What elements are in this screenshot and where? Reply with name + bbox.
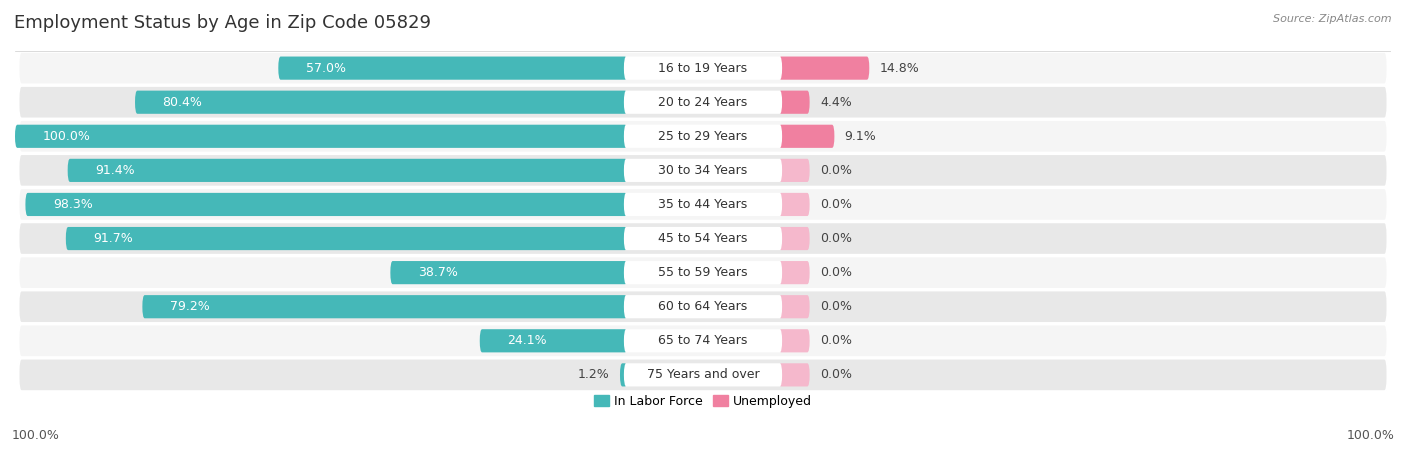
FancyBboxPatch shape — [479, 329, 627, 352]
Text: 30 to 34 Years: 30 to 34 Years — [658, 164, 748, 177]
FancyBboxPatch shape — [624, 91, 782, 114]
Legend: In Labor Force, Unemployed: In Labor Force, Unemployed — [589, 390, 817, 413]
FancyBboxPatch shape — [18, 86, 1388, 119]
FancyBboxPatch shape — [779, 91, 810, 114]
Text: 91.7%: 91.7% — [93, 232, 134, 245]
FancyBboxPatch shape — [624, 261, 782, 284]
Text: 100.0%: 100.0% — [1347, 429, 1395, 442]
FancyBboxPatch shape — [25, 193, 627, 216]
Text: 4.4%: 4.4% — [820, 96, 852, 109]
FancyBboxPatch shape — [624, 56, 782, 80]
FancyBboxPatch shape — [278, 56, 627, 80]
FancyBboxPatch shape — [624, 227, 782, 250]
FancyBboxPatch shape — [779, 56, 869, 80]
FancyBboxPatch shape — [779, 364, 810, 387]
FancyBboxPatch shape — [779, 329, 810, 352]
Text: 100.0%: 100.0% — [11, 429, 59, 442]
FancyBboxPatch shape — [391, 261, 627, 284]
Text: 9.1%: 9.1% — [845, 130, 876, 143]
FancyBboxPatch shape — [18, 154, 1388, 187]
FancyBboxPatch shape — [135, 91, 627, 114]
Text: 14.8%: 14.8% — [880, 62, 920, 74]
Text: 45 to 54 Years: 45 to 54 Years — [658, 232, 748, 245]
Text: 0.0%: 0.0% — [820, 198, 852, 211]
FancyBboxPatch shape — [624, 364, 782, 387]
Text: 65 to 74 Years: 65 to 74 Years — [658, 334, 748, 347]
FancyBboxPatch shape — [779, 159, 810, 182]
FancyBboxPatch shape — [624, 295, 782, 318]
Text: 98.3%: 98.3% — [53, 198, 93, 211]
FancyBboxPatch shape — [142, 295, 627, 318]
Text: 0.0%: 0.0% — [820, 300, 852, 313]
Text: 25 to 29 Years: 25 to 29 Years — [658, 130, 748, 143]
FancyBboxPatch shape — [18, 188, 1388, 221]
FancyBboxPatch shape — [624, 329, 782, 352]
FancyBboxPatch shape — [779, 295, 810, 318]
Text: Source: ZipAtlas.com: Source: ZipAtlas.com — [1274, 14, 1392, 23]
FancyBboxPatch shape — [779, 261, 810, 284]
Text: 16 to 19 Years: 16 to 19 Years — [658, 62, 748, 74]
Text: 57.0%: 57.0% — [307, 62, 346, 74]
FancyBboxPatch shape — [18, 256, 1388, 289]
Text: 35 to 44 Years: 35 to 44 Years — [658, 198, 748, 211]
FancyBboxPatch shape — [18, 222, 1388, 255]
Text: 0.0%: 0.0% — [820, 164, 852, 177]
Text: 38.7%: 38.7% — [418, 266, 458, 279]
FancyBboxPatch shape — [779, 227, 810, 250]
FancyBboxPatch shape — [18, 290, 1388, 323]
Text: 0.0%: 0.0% — [820, 368, 852, 382]
FancyBboxPatch shape — [624, 193, 782, 216]
FancyBboxPatch shape — [67, 159, 627, 182]
Text: 1.2%: 1.2% — [578, 368, 610, 382]
FancyBboxPatch shape — [66, 227, 627, 250]
Text: 80.4%: 80.4% — [163, 96, 202, 109]
Text: 20 to 24 Years: 20 to 24 Years — [658, 96, 748, 109]
Text: 79.2%: 79.2% — [170, 300, 209, 313]
FancyBboxPatch shape — [779, 124, 834, 148]
Text: 0.0%: 0.0% — [820, 334, 852, 347]
FancyBboxPatch shape — [779, 193, 810, 216]
FancyBboxPatch shape — [18, 120, 1388, 152]
Text: 55 to 59 Years: 55 to 59 Years — [658, 266, 748, 279]
FancyBboxPatch shape — [18, 324, 1388, 357]
FancyBboxPatch shape — [620, 364, 627, 387]
Text: 24.1%: 24.1% — [508, 334, 547, 347]
FancyBboxPatch shape — [15, 124, 627, 148]
FancyBboxPatch shape — [18, 359, 1388, 391]
Text: 60 to 64 Years: 60 to 64 Years — [658, 300, 748, 313]
FancyBboxPatch shape — [624, 124, 782, 148]
Text: 91.4%: 91.4% — [96, 164, 135, 177]
Text: 0.0%: 0.0% — [820, 232, 852, 245]
Text: 0.0%: 0.0% — [820, 266, 852, 279]
Text: 75 Years and over: 75 Years and over — [647, 368, 759, 382]
FancyBboxPatch shape — [624, 159, 782, 182]
Text: Employment Status by Age in Zip Code 05829: Employment Status by Age in Zip Code 058… — [14, 14, 432, 32]
Text: 100.0%: 100.0% — [42, 130, 90, 143]
FancyBboxPatch shape — [18, 52, 1388, 84]
